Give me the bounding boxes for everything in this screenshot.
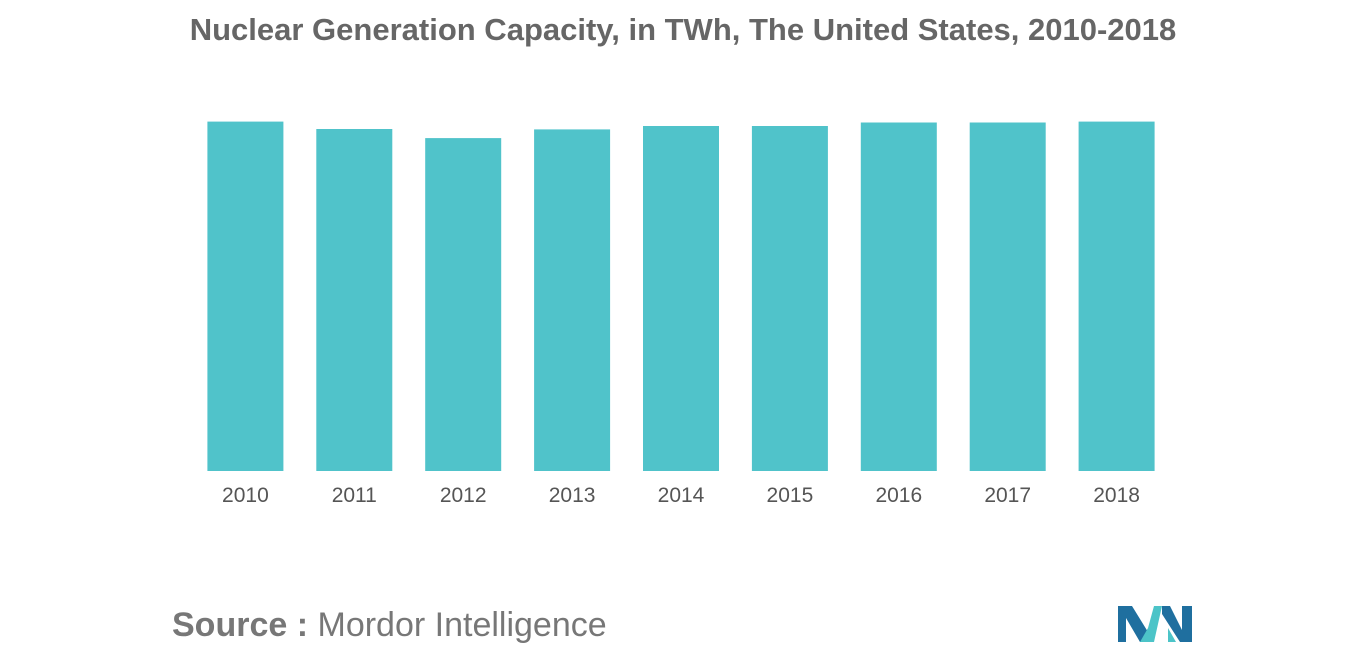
x-tick-label-2014: 2014	[658, 484, 705, 507]
bars-group	[207, 121, 1155, 471]
bar-2015	[751, 126, 828, 471]
source-value: Mordor Intelligence	[317, 606, 607, 644]
source-note: Source : Mordor Intelligence	[172, 606, 607, 645]
x-tick-label-2016: 2016	[875, 484, 922, 507]
bar-2010	[207, 121, 284, 471]
bar-2012	[425, 138, 502, 471]
bar-2017	[969, 122, 1046, 471]
x-tick-label-2010: 2010	[222, 484, 269, 507]
x-tick-label-2015: 2015	[767, 484, 814, 507]
bar-2014	[643, 126, 719, 471]
bar-2013	[534, 129, 611, 471]
chart-title: Nuclear Generation Capacity, in TWh, The…	[189, 12, 1177, 47]
x-tick-label-2017: 2017	[984, 484, 1031, 507]
x-tick-label-2012: 2012	[440, 484, 487, 507]
x-tick-label-2018: 2018	[1093, 484, 1140, 507]
bar-2018	[1078, 121, 1155, 471]
bar-2011	[316, 129, 393, 471]
x-tick-label-2013: 2013	[549, 484, 596, 507]
bar-2016	[860, 122, 937, 471]
x-axis-ticks: 2010 2011 2012 2013 2014 2015 2016 2017 2018	[222, 484, 1140, 507]
mordor-intelligence-logo-icon	[1118, 606, 1192, 642]
x-tick-label-2011: 2011	[332, 484, 377, 507]
source-label: Source :	[172, 606, 309, 644]
